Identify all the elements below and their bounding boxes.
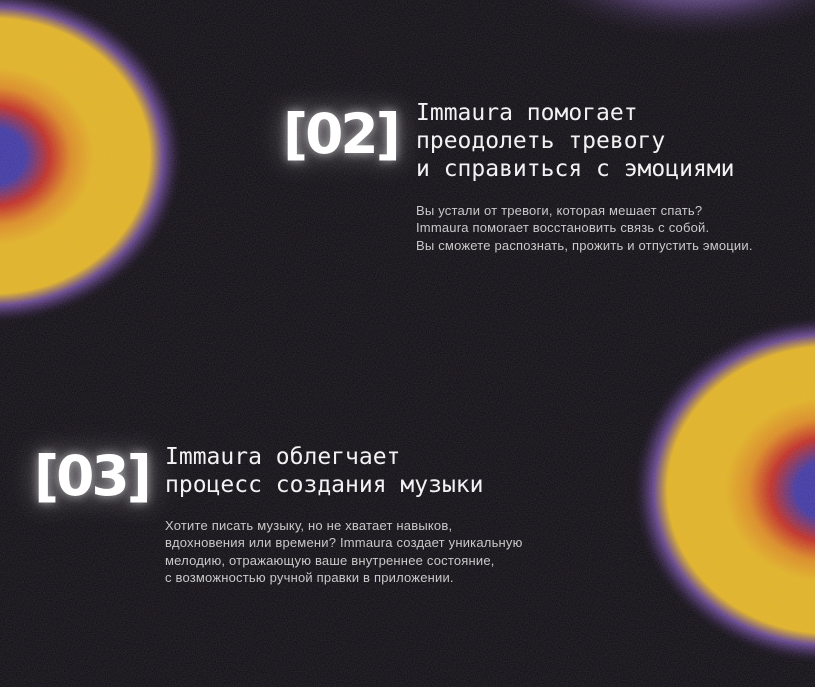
section-body-03: Хотите писать музыку, но не хватает навы… xyxy=(165,517,523,587)
heading-line: процесс создания музыки xyxy=(165,472,484,498)
body-line: с возможностью ручной правки в приложени… xyxy=(165,570,454,586)
section-number-03: [03] xyxy=(34,444,152,508)
section-body-02: Вы устали от тревоги, которая мешает спа… xyxy=(416,202,753,254)
section-heading-02: Immaura помогает преодолеть тревогу и сп… xyxy=(416,99,735,183)
heading-line: и справиться с эмоциями xyxy=(416,156,735,182)
body-line: Immaura помогает восстановить связь с со… xyxy=(416,220,710,236)
section-heading-03: Immaura облегчает процесс создания музык… xyxy=(165,443,484,499)
body-line: Вы сможете распознать, прожить и отпусти… xyxy=(416,237,753,253)
body-line: Хотите писать музыку, но не хватает навы… xyxy=(165,518,453,533)
body-line: мелодию, отражающую ваше внутреннее сост… xyxy=(165,552,495,568)
body-line: вдохновения или времени? Immaura создает… xyxy=(165,535,523,551)
body-line: Вы устали от тревоги, которая мешает спа… xyxy=(416,203,703,218)
heading-line: преодолеть тревогу xyxy=(416,128,666,154)
heading-line: Immaura облегчает xyxy=(165,444,401,470)
section-number-02: [02] xyxy=(283,102,401,166)
heading-line: Immaura помогает xyxy=(416,100,638,126)
